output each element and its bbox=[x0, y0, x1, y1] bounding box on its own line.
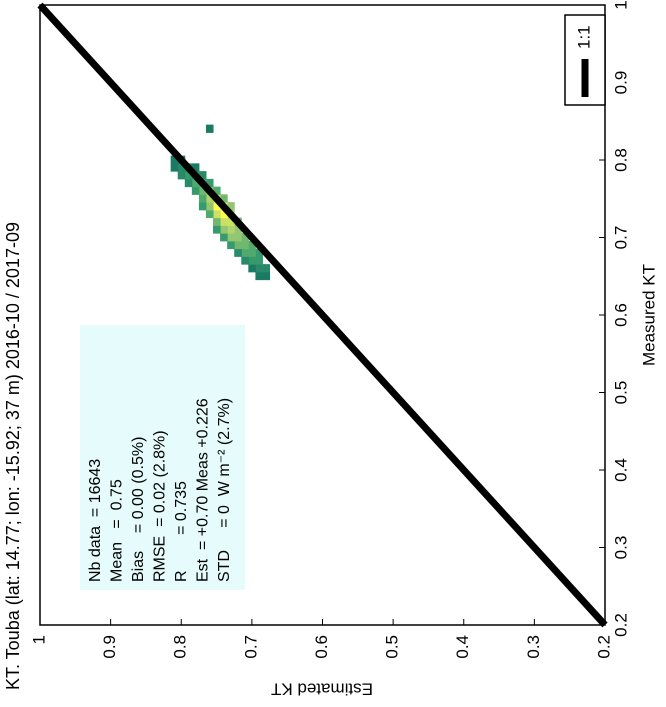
density-cell bbox=[213, 217, 221, 226]
reference-line bbox=[37, 2, 608, 628]
density-cell bbox=[220, 225, 228, 234]
stats-line: STD = 0 W m⁻² (2.7%) bbox=[216, 398, 233, 582]
stats-box bbox=[80, 325, 245, 590]
density-cell bbox=[227, 240, 235, 250]
density-cell bbox=[177, 171, 186, 180]
density-cell bbox=[198, 194, 207, 203]
stats-line: RMSE = 0.02 (2.8%) bbox=[152, 430, 169, 582]
density-cell bbox=[241, 248, 249, 257]
density-cell bbox=[234, 240, 242, 250]
density-cell bbox=[205, 209, 214, 219]
y-tick-label: 0.8 bbox=[171, 635, 190, 659]
y-tick-label: 0.2 bbox=[594, 635, 613, 659]
y-tick-label: 1 bbox=[29, 635, 48, 644]
density-cell bbox=[234, 233, 242, 242]
density-cell bbox=[213, 225, 221, 234]
density-cell bbox=[213, 209, 221, 219]
x-tick-label: 0.7 bbox=[611, 226, 630, 250]
stats-line: Bias = 0.00 (0.5%) bbox=[130, 437, 147, 582]
x-tick-label: 0.2 bbox=[611, 613, 630, 637]
x-tick-label: 1 bbox=[611, 0, 630, 9]
x-tick-label: 0.9 bbox=[611, 71, 630, 95]
y-tick-label: 0.3 bbox=[524, 635, 543, 659]
x-tick-label: 0.6 bbox=[611, 303, 630, 327]
stats-line: Est = +0.70 Meas +0.226 bbox=[195, 398, 212, 582]
density-cell bbox=[184, 178, 193, 188]
density-cell bbox=[234, 248, 242, 257]
x-tick-label: 0.4 bbox=[611, 458, 630, 482]
x-tick-label: 0.8 bbox=[611, 148, 630, 172]
x-tick-label: 0.5 bbox=[611, 381, 630, 405]
chart-title: KT. Touba (lat: 14.77; lon: -15.92; 37 m… bbox=[3, 222, 23, 690]
y-tick-label: 0.4 bbox=[453, 635, 472, 659]
density-cell bbox=[198, 202, 207, 211]
y-tick-label: 0.5 bbox=[383, 635, 402, 659]
x-tick-label: 0.3 bbox=[611, 536, 630, 560]
density-cell bbox=[248, 264, 256, 273]
y-tick-label: 0.7 bbox=[241, 635, 260, 659]
density-cell bbox=[205, 124, 214, 133]
stats-line: R = 0.735 bbox=[173, 481, 190, 582]
density-cell bbox=[205, 202, 214, 211]
x-axis-label: Measured KT bbox=[639, 264, 658, 366]
density-cell bbox=[255, 256, 263, 265]
density-cell bbox=[248, 256, 256, 265]
density-cell bbox=[170, 163, 179, 172]
density-cell bbox=[220, 217, 228, 226]
y-tick-label: 0.6 bbox=[312, 635, 331, 659]
density-cell bbox=[227, 225, 235, 234]
density-cell bbox=[262, 264, 271, 273]
density-cell bbox=[227, 233, 235, 242]
density-cell bbox=[191, 186, 200, 195]
stats-line: Mean = 0.75 bbox=[109, 479, 126, 582]
density-cell bbox=[220, 233, 228, 242]
legend-label: 1:1 bbox=[574, 25, 593, 49]
y-tick-label: 0.9 bbox=[100, 635, 119, 659]
y-axis-label: Estimated KT bbox=[271, 680, 373, 699]
density-cell bbox=[262, 271, 271, 281]
stats-line: Nb data = 16643 bbox=[87, 459, 104, 582]
density-cell bbox=[255, 264, 263, 273]
density-cell bbox=[241, 240, 249, 250]
density-cell bbox=[248, 248, 256, 257]
density-cell bbox=[241, 256, 249, 265]
density-cell bbox=[255, 271, 263, 281]
